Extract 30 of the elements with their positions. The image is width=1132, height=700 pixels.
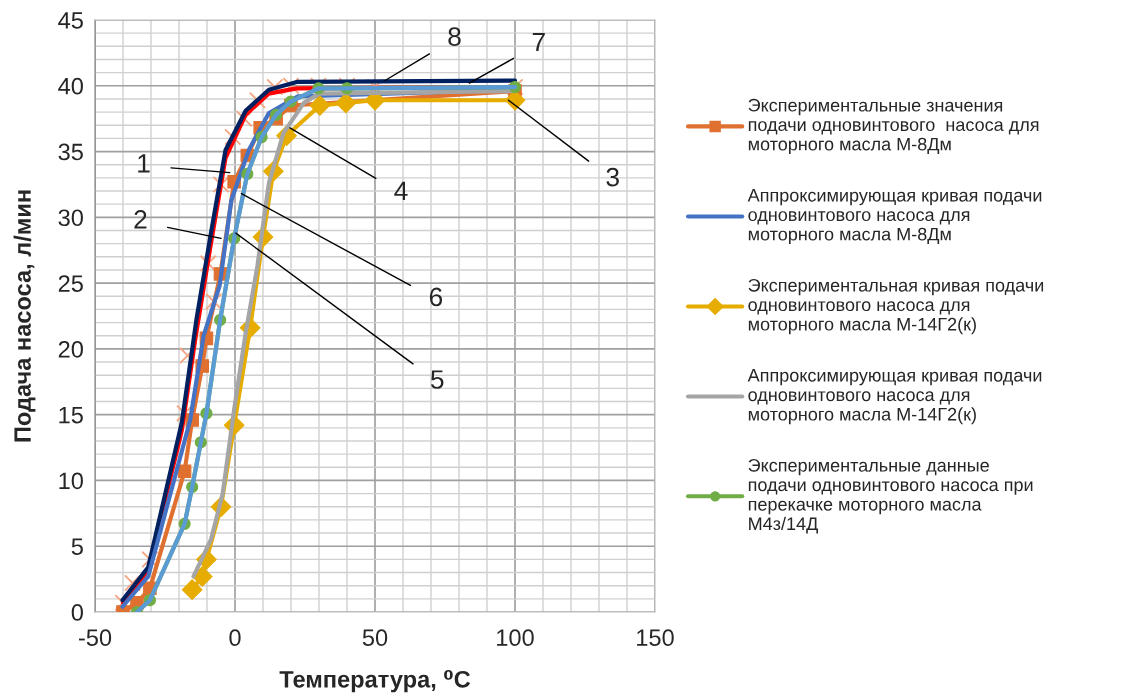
annotation: 1 [138, 154, 150, 173]
legend-label: Аппроксимирующая кривая подачи одновинтового насоса для моторного масла М-14Г2(к) [747, 369, 1042, 425]
x-tick-label: 100 [497, 629, 534, 647]
y-tick-label: 20 [58, 340, 83, 358]
legend-label: Аппроксимирующая кривая подачи одновинтового насоса для моторного масла М-8Дм [747, 189, 1042, 245]
x-axis-title: Температура, ⁰C [279, 669, 471, 693]
annotation: 7 [532, 32, 545, 52]
legend-label: Экспериментальная кривая подачи одновинтового насоса для моторного масла М-14Г2(к) [748, 278, 1044, 335]
x-tick-label: 150 [637, 629, 674, 647]
y-tick-label: 0 [71, 604, 83, 621]
x-tick-label: 50 [362, 629, 388, 647]
y-tick-label: 25 [58, 275, 83, 292]
y-tick-label: 5 [71, 538, 83, 556]
legend-label: Экспериментальные данные подачи одновинтового насоса при перекачке моторного масла М4з/14Д [748, 458, 1033, 534]
annotation: 6 [429, 287, 443, 307]
y-tick-label: 30 [58, 209, 83, 227]
y-tick-label: 35 [58, 143, 83, 161]
y-axis-title: Подача насоса, л/мин [13, 190, 36, 442]
annotation: 2 [134, 210, 147, 229]
legend-label: Экспериментальные значения подачи одновинтового насоса для моторного масла М-8Дм [748, 98, 1039, 155]
annotation: 8 [448, 27, 461, 46]
y-tick-label: 15 [59, 406, 83, 424]
y-tick-label: 10 [59, 472, 83, 490]
annotation: 4 [394, 181, 408, 200]
y-tick-label: 45 [58, 12, 83, 29]
x-tick-label: -50 [78, 629, 112, 647]
y-tick-label: 40 [58, 77, 83, 95]
annotation: 5 [430, 370, 444, 389]
x-tick-label: 0 [229, 629, 241, 647]
annotation: 3 [606, 167, 619, 187]
